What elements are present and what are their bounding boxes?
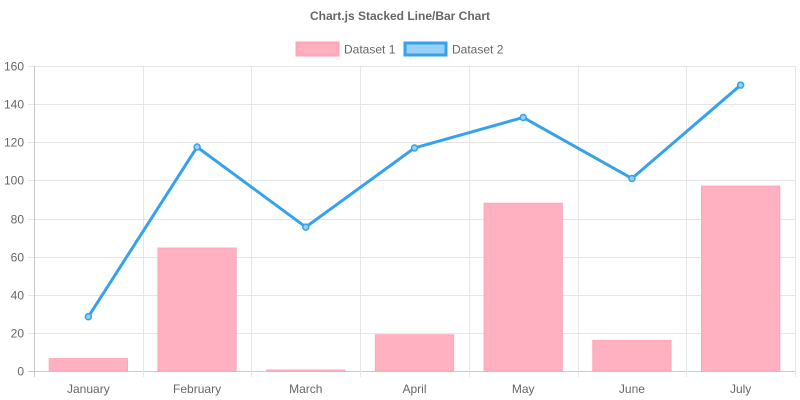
x-tick-label: June (619, 382, 645, 396)
y-tick-label: 100 (4, 174, 24, 188)
point-dataset-2[interactable] (193, 143, 201, 151)
y-axis: 0 20 40 60 80 100 120 140 160 (4, 60, 24, 379)
point-dataset-2[interactable] (628, 174, 636, 183)
legend: Dataset 1 Dataset 2 (295, 41, 504, 57)
bar-dataset-1[interactable] (374, 334, 455, 372)
bar-dataset-1[interactable] (483, 202, 563, 372)
y-tick-label: 160 (4, 60, 24, 74)
point-dataset-2[interactable] (519, 113, 527, 122)
chart-title: Chart.js Stacked Line/Bar Chart (310, 9, 490, 23)
point-dataset-2[interactable] (736, 81, 745, 89)
legend-swatch-dataset-1 (295, 41, 340, 57)
line-dataset-2 (84, 81, 745, 321)
bar-dataset-1[interactable] (48, 358, 128, 372)
point-dataset-2[interactable] (302, 223, 310, 231)
x-tick-label: February (173, 382, 221, 396)
y-tick-label: 120 (4, 136, 24, 150)
y-tick-label: 80 (11, 213, 25, 227)
legend-swatch-dataset-2 (403, 41, 448, 57)
bar-dataset-1[interactable] (701, 185, 781, 372)
legend-label-dataset-1: Dataset 1 (344, 43, 396, 57)
grid (28, 66, 796, 377)
x-axis: January February March April May June July (67, 382, 751, 396)
bar-dataset-1[interactable] (592, 340, 672, 372)
bar-dataset-1[interactable] (266, 369, 346, 372)
y-tick-label: 60 (11, 251, 25, 265)
legend-item-dataset-1[interactable]: Dataset 1 (295, 41, 396, 57)
y-tick-label: 40 (11, 289, 25, 303)
x-tick-label: May (512, 382, 535, 396)
x-tick-label: April (402, 382, 426, 396)
point-dataset-2[interactable] (84, 312, 93, 321)
y-tick-label: 140 (4, 98, 24, 112)
y-tick-label: 0 (17, 365, 24, 379)
x-tick-label: March (289, 382, 322, 396)
x-tick-label: July (730, 382, 751, 396)
point-dataset-2[interactable] (410, 144, 419, 152)
bars-dataset-1 (48, 185, 781, 372)
legend-item-dataset-2[interactable]: Dataset 2 (403, 41, 504, 57)
legend-label-dataset-2: Dataset 2 (452, 43, 504, 57)
bar-dataset-1[interactable] (157, 247, 237, 372)
y-tick-label: 20 (11, 327, 25, 341)
x-tick-label: January (67, 382, 110, 396)
